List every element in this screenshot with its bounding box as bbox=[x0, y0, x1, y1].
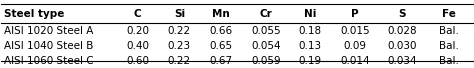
Text: 0.055: 0.055 bbox=[251, 26, 281, 36]
Text: 0.09: 0.09 bbox=[343, 41, 366, 51]
Text: Cr: Cr bbox=[259, 9, 272, 19]
Text: 0.014: 0.014 bbox=[340, 56, 370, 66]
Text: 0.028: 0.028 bbox=[387, 26, 417, 36]
Text: AISI 1020 Steel A: AISI 1020 Steel A bbox=[4, 26, 93, 36]
Text: AISI 1060 Steel C: AISI 1060 Steel C bbox=[4, 56, 93, 66]
Text: 0.059: 0.059 bbox=[251, 56, 281, 66]
Text: Bal.: Bal. bbox=[439, 56, 459, 66]
Text: 0.67: 0.67 bbox=[210, 56, 233, 66]
Text: AISI 1040 Steel B: AISI 1040 Steel B bbox=[4, 41, 93, 51]
Text: 0.22: 0.22 bbox=[168, 26, 191, 36]
Text: 0.13: 0.13 bbox=[299, 41, 322, 51]
Text: 0.054: 0.054 bbox=[251, 41, 281, 51]
Text: Bal.: Bal. bbox=[439, 41, 459, 51]
Text: P: P bbox=[351, 9, 359, 19]
Text: 0.034: 0.034 bbox=[387, 56, 417, 66]
Text: C: C bbox=[134, 9, 141, 19]
Text: 0.015: 0.015 bbox=[340, 26, 370, 36]
Text: 0.19: 0.19 bbox=[299, 56, 322, 66]
Text: 0.23: 0.23 bbox=[168, 41, 191, 51]
Text: Ni: Ni bbox=[304, 9, 317, 19]
Text: Steel type: Steel type bbox=[4, 9, 64, 19]
Text: 0.030: 0.030 bbox=[387, 41, 417, 51]
Text: 0.40: 0.40 bbox=[126, 41, 149, 51]
Text: Mn: Mn bbox=[212, 9, 230, 19]
Text: 0.65: 0.65 bbox=[210, 41, 233, 51]
Text: Bal.: Bal. bbox=[439, 26, 459, 36]
Text: Si: Si bbox=[174, 9, 185, 19]
Text: S: S bbox=[398, 9, 406, 19]
Text: Fe: Fe bbox=[442, 9, 456, 19]
Text: 0.22: 0.22 bbox=[168, 56, 191, 66]
Text: 0.60: 0.60 bbox=[126, 56, 149, 66]
Text: 0.20: 0.20 bbox=[126, 26, 149, 36]
Text: 0.66: 0.66 bbox=[210, 26, 233, 36]
Text: 0.18: 0.18 bbox=[299, 26, 322, 36]
